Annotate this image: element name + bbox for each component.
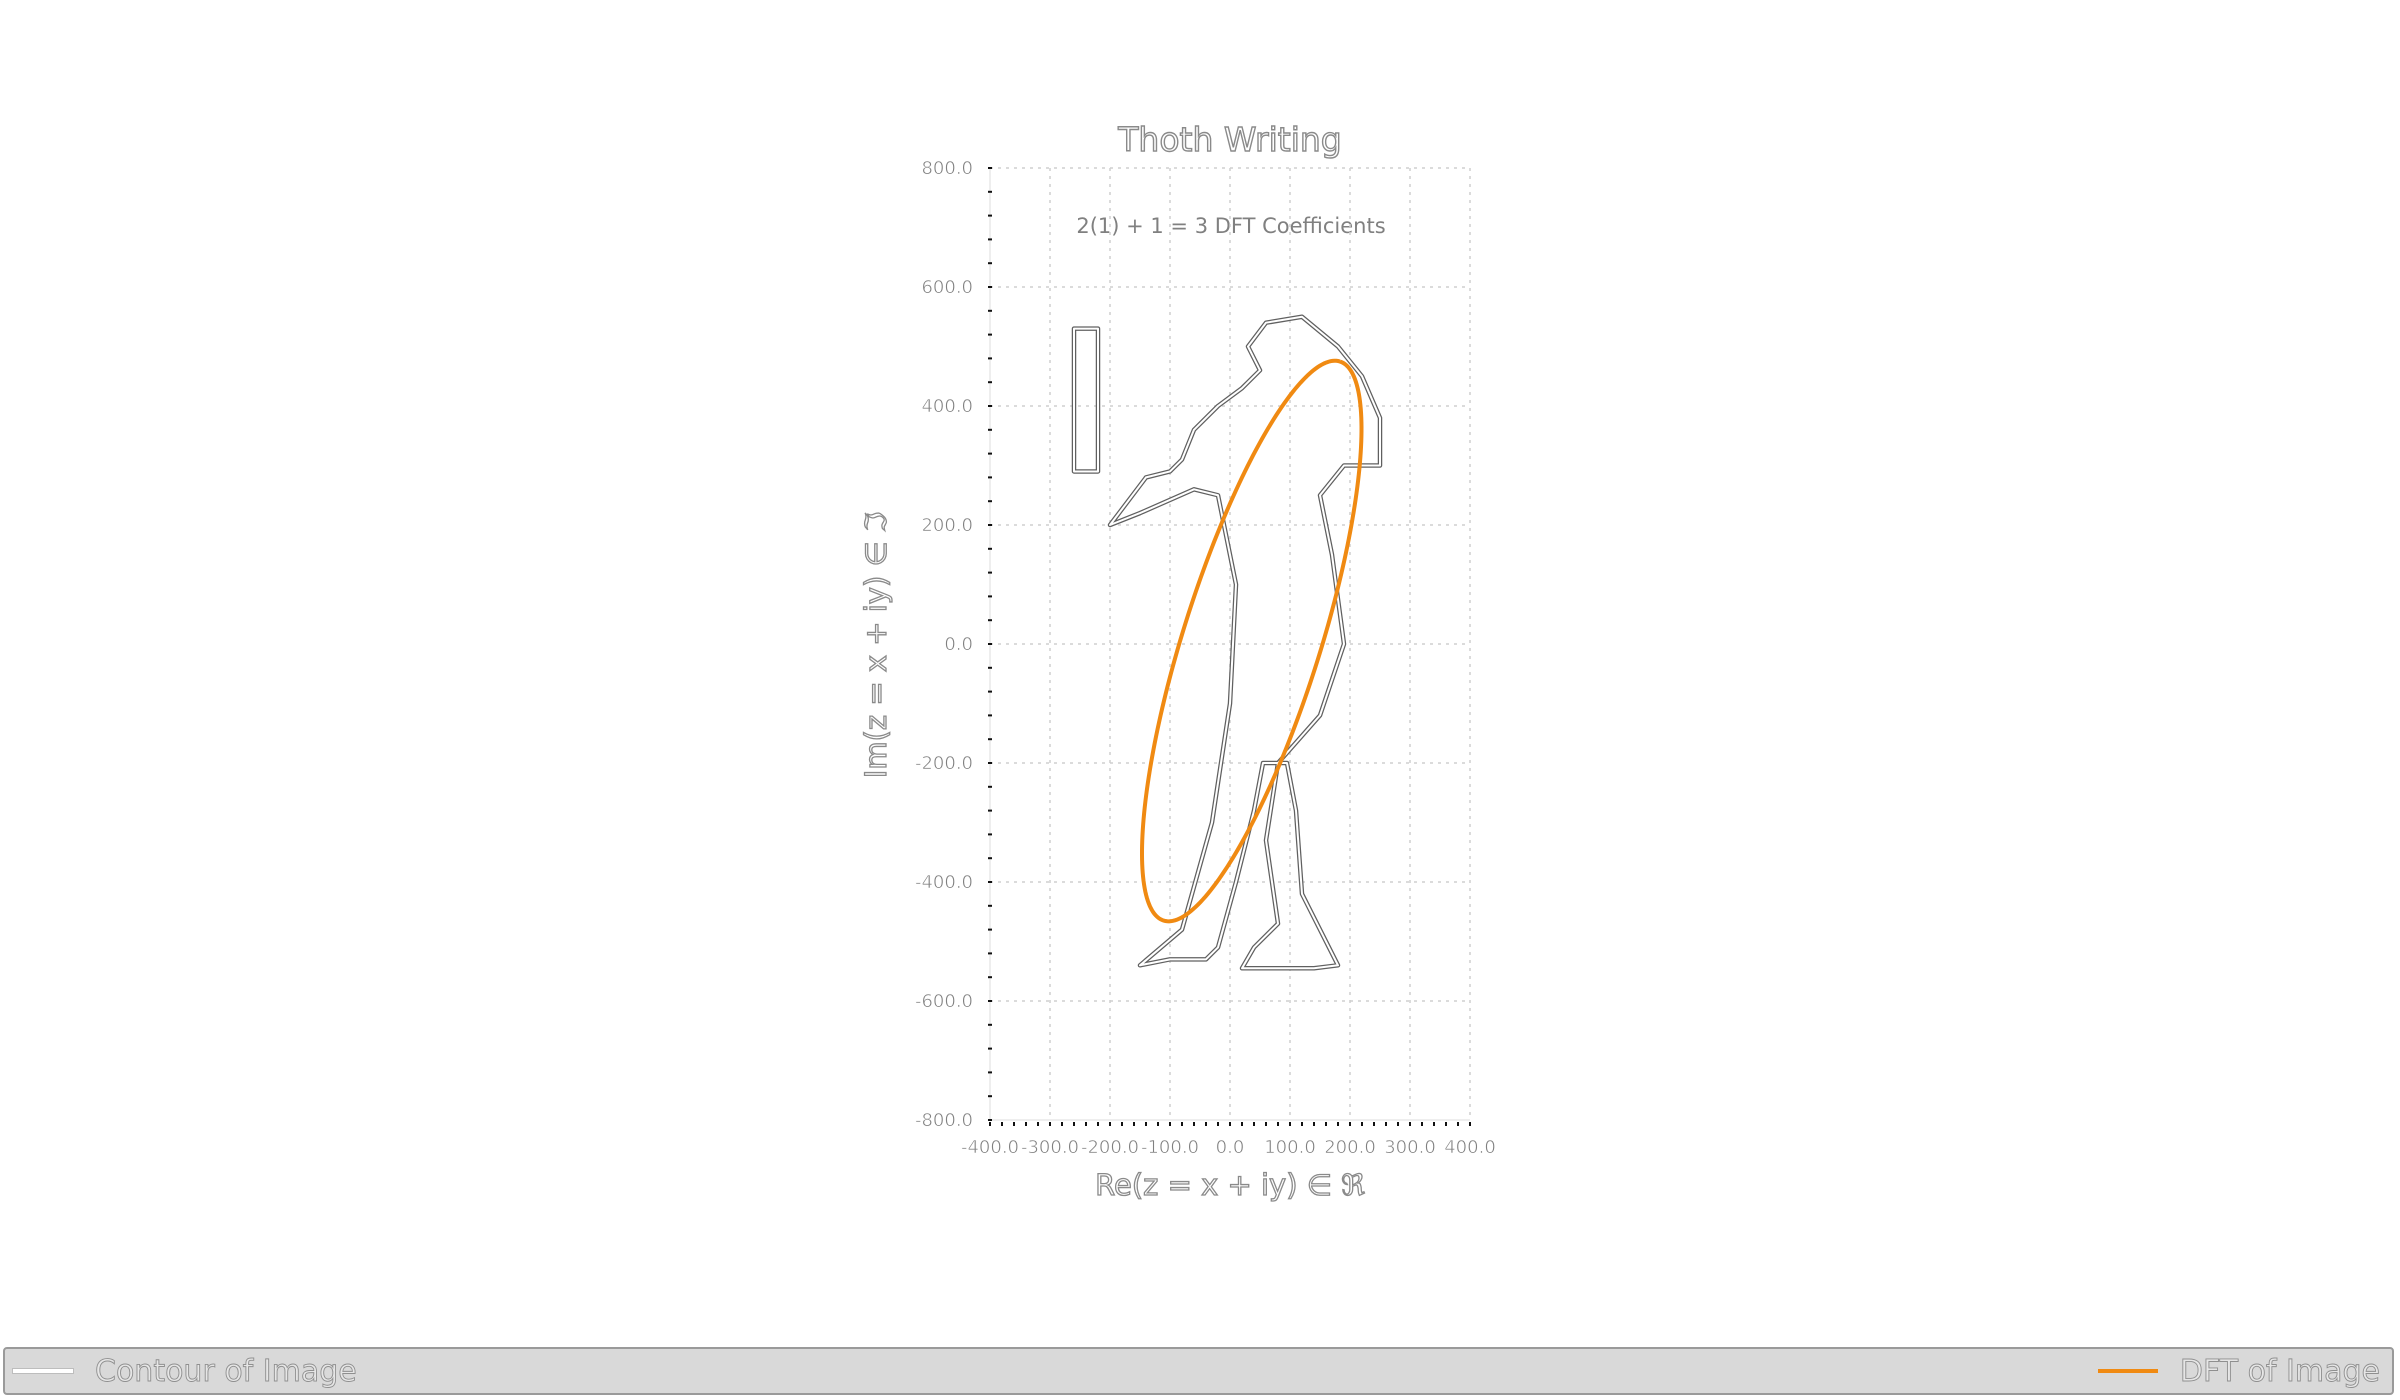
- legend-label-dft: DFT of Image: [2179, 1353, 2380, 1389]
- y-tick-label: -200.0: [915, 753, 973, 774]
- y-tick-label: 200.0: [921, 515, 973, 536]
- axes: [988, 167, 1471, 1126]
- y-tick-label: -600.0: [915, 991, 973, 1012]
- legend-item-contour[interactable]: Contour of Image: [13, 1349, 357, 1393]
- legend: Contour of Image DFT of Image: [3, 1347, 2394, 1395]
- y-tick-label: 0.0: [944, 634, 973, 655]
- y-tick-label: -400.0: [915, 872, 973, 893]
- y-axis-title: Im(z = x + iy) ∈ ℑ: [859, 512, 893, 778]
- dft-ellipse-line: [1140, 358, 1364, 924]
- legend-label-contour: Contour of Image: [95, 1353, 358, 1389]
- x-axis-title: Re(z = x + iy) ∈ ℜ: [1095, 1168, 1365, 1202]
- y-tick-label: 600.0: [921, 277, 973, 298]
- legend-item-dft[interactable]: DFT of Image: [2097, 1349, 2380, 1393]
- chart-title: Thoth Writing: [1117, 120, 1341, 159]
- y-tick-label: -800.0: [915, 1110, 973, 1131]
- x-tick-label: -200.0: [1081, 1137, 1139, 1158]
- contour-outline-0: [1107, 314, 1383, 971]
- legend-swatch-contour: [13, 1369, 73, 1373]
- x-tick-label: 100.0: [1264, 1137, 1316, 1158]
- x-tick-label: 400.0: [1444, 1137, 1496, 1158]
- contour-line-0: [1109, 315, 1381, 970]
- x-tick-label: 200.0: [1324, 1137, 1376, 1158]
- legend-swatch-dft: [2097, 1369, 2158, 1373]
- contour-outline-1: [1071, 326, 1101, 474]
- gridlines: [989, 167, 1471, 1121]
- x-tick-label: 0.0: [1216, 1137, 1245, 1158]
- x-tick-label: -100.0: [1141, 1137, 1199, 1158]
- y-tick-labels: 800.0 600.0 400.0 200.0 0.0 -200.0 -400.0 -600.…: [915, 158, 974, 1132]
- y-tick-label: 400.0: [921, 396, 973, 417]
- contour-line-1: [1073, 327, 1099, 473]
- y-tick-label: 800.0: [921, 158, 973, 179]
- x-tick-label: -300.0: [1021, 1137, 1079, 1158]
- x-tick-label: -400.0: [961, 1137, 1019, 1158]
- x-tick-label: 300.0: [1384, 1137, 1436, 1158]
- x-tick-labels: -400.0 -300.0 -200.0 -100.0 0.0 100.0 200.0 300…: [961, 1137, 1496, 1159]
- chart-annotation: 2(1) + 1 = 3 DFT Coefficients: [1076, 214, 1385, 238]
- series-layer: [1071, 314, 1383, 971]
